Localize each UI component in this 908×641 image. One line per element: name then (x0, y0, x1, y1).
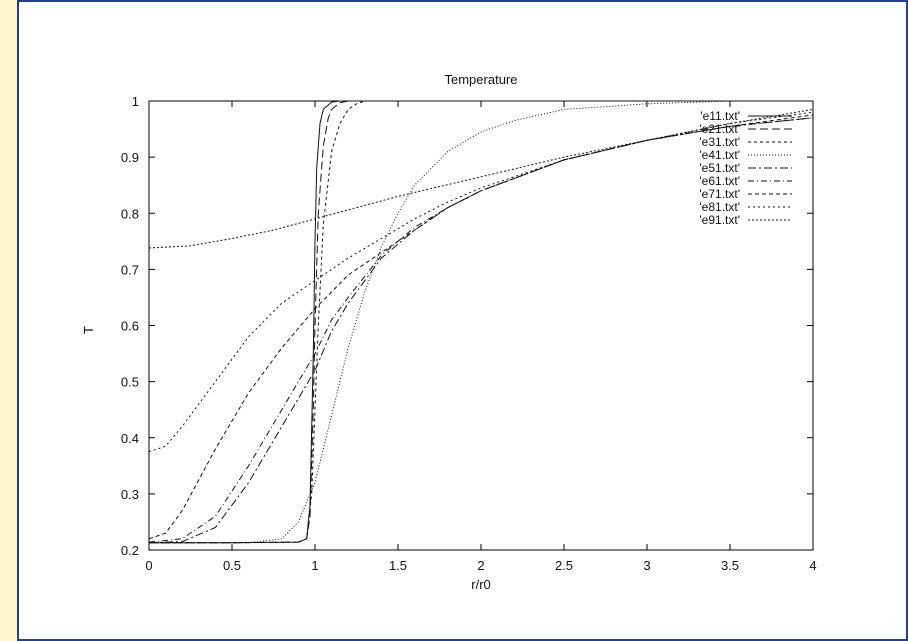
y-tick-label: 0.2 (121, 543, 139, 558)
x-tick-label: 3 (643, 558, 650, 573)
y-tick-label: 0.6 (121, 319, 139, 334)
series-line-9 (148, 108, 814, 249)
figure-frame (17, 0, 908, 641)
y-tick-label: 0.5 (121, 375, 139, 390)
x-axis-label: r/r0 (471, 577, 491, 592)
series-layer (148, 100, 814, 544)
legend-label: 'e11.txt' (700, 109, 740, 123)
x-tick-label: 1 (311, 558, 318, 573)
x-tick-label: 2.5 (555, 558, 573, 573)
y-tick-label: 0.7 (121, 262, 139, 277)
x-tick-label: 2 (477, 558, 484, 573)
left-color-strip (0, 0, 17, 641)
legend-label: 'e81.txt' (699, 200, 740, 214)
legend-label: 'e41.txt' (699, 148, 740, 162)
x-tick-label: 1.5 (389, 558, 407, 573)
series-line-8 (148, 111, 814, 453)
y-tick-label: 0.9 (121, 150, 139, 165)
legend: 'e11.txt''e21.txt''e31.txt''e41.txt''e51… (699, 109, 792, 227)
x-tick-label: 3.5 (721, 558, 739, 573)
y-axis-label: T (81, 326, 96, 334)
chart-title: Temperature (445, 72, 518, 87)
legend-label: 'e71.txt' (699, 187, 740, 201)
series-line-2 (149, 100, 813, 544)
legend-label: 'e61.txt' (699, 174, 740, 188)
legend-label: 'e31.txt' (699, 135, 740, 149)
x-tick-label: 0 (145, 558, 152, 573)
legend-label: 'e21.txt' (699, 122, 740, 136)
y-tick-label: 0.4 (121, 431, 139, 446)
y-tick-label: 0.8 (121, 206, 139, 221)
axis-ticks: 0 0.5 1 1.5 2 2.5 3 3.5 4 0.2 0.3 0.4 0.5 0.6 0.7 0.8 0.… (121, 94, 817, 573)
y-tick-label: 0.3 (121, 487, 139, 502)
x-tick-label: 0.5 (223, 558, 241, 573)
series-line-6 (148, 117, 814, 543)
series-line-7 (148, 114, 814, 540)
legend-label: 'e91.txt' (699, 213, 740, 227)
y-tick-label: 1 (132, 94, 139, 109)
x-tick-label: 4 (809, 558, 816, 573)
legend-label: 'e51.txt' (699, 161, 740, 175)
